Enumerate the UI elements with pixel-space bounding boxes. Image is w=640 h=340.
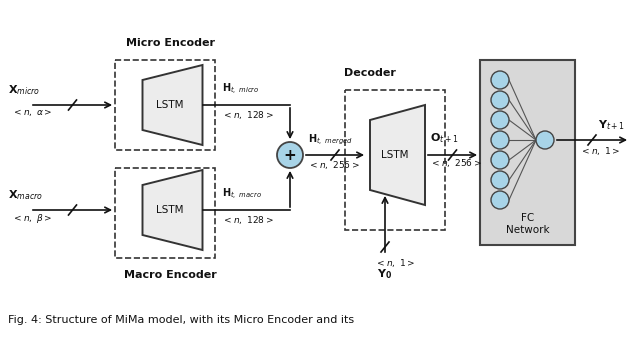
Text: $\mathbf{X}_{micro}$: $\mathbf{X}_{micro}$ <box>8 83 40 97</box>
Circle shape <box>491 91 509 109</box>
Bar <box>480 60 575 245</box>
Text: $<n,\ 256>$: $<n,\ 256>$ <box>308 159 360 171</box>
Text: Macro Encoder: Macro Encoder <box>124 270 216 280</box>
Bar <box>115 168 215 258</box>
Text: $\mathbf{H}_{t,\ macro}$: $\mathbf{H}_{t,\ macro}$ <box>222 187 262 202</box>
Text: LSTM: LSTM <box>381 150 409 160</box>
Text: $<n,\ 256>$: $<n,\ 256>$ <box>430 157 482 169</box>
Circle shape <box>491 131 509 149</box>
Circle shape <box>491 191 509 209</box>
Text: LSTM: LSTM <box>156 100 184 110</box>
Circle shape <box>277 142 303 168</box>
Text: $<n,\ 128>$: $<n,\ 128>$ <box>222 214 274 226</box>
Text: $\mathbf{Y}_{t+1}$: $\mathbf{Y}_{t+1}$ <box>598 118 625 132</box>
Text: $\mathbf{H}_{t,\ merged}$: $\mathbf{H}_{t,\ merged}$ <box>308 133 353 147</box>
Bar <box>345 90 445 230</box>
Text: $<n,\ \alpha>$: $<n,\ \alpha>$ <box>12 107 52 118</box>
Text: $<n,\ 1>$: $<n,\ 1>$ <box>375 257 415 269</box>
Bar <box>115 60 215 150</box>
Circle shape <box>536 131 554 149</box>
Circle shape <box>491 111 509 129</box>
Text: Fig. 4: Structure of MiMa model, with its Micro Encoder and its: Fig. 4: Structure of MiMa model, with it… <box>8 315 354 325</box>
Text: FC
Network: FC Network <box>506 214 549 235</box>
Text: $\mathbf{H}_{t,\ micro}$: $\mathbf{H}_{t,\ micro}$ <box>222 82 260 97</box>
Text: LSTM: LSTM <box>156 205 184 215</box>
Polygon shape <box>370 105 425 205</box>
Text: $<n,\ 128>$: $<n,\ 128>$ <box>222 109 274 121</box>
Text: $\mathbf{Y_0}$: $\mathbf{Y_0}$ <box>378 267 392 281</box>
Text: Micro Encoder: Micro Encoder <box>125 38 214 48</box>
Circle shape <box>491 71 509 89</box>
Text: $<n,\ \beta>$: $<n,\ \beta>$ <box>12 212 52 225</box>
Circle shape <box>491 151 509 169</box>
Text: $\mathbf{O}_{t+1}$: $\mathbf{O}_{t+1}$ <box>430 131 458 145</box>
Text: Decoder: Decoder <box>344 68 396 78</box>
Text: $\mathbf{X}_{macro}$: $\mathbf{X}_{macro}$ <box>8 188 43 202</box>
Text: $<n,\ 1>$: $<n,\ 1>$ <box>580 145 620 157</box>
Polygon shape <box>143 65 202 145</box>
Polygon shape <box>143 170 202 250</box>
Circle shape <box>491 171 509 189</box>
Text: +: + <box>284 148 296 163</box>
